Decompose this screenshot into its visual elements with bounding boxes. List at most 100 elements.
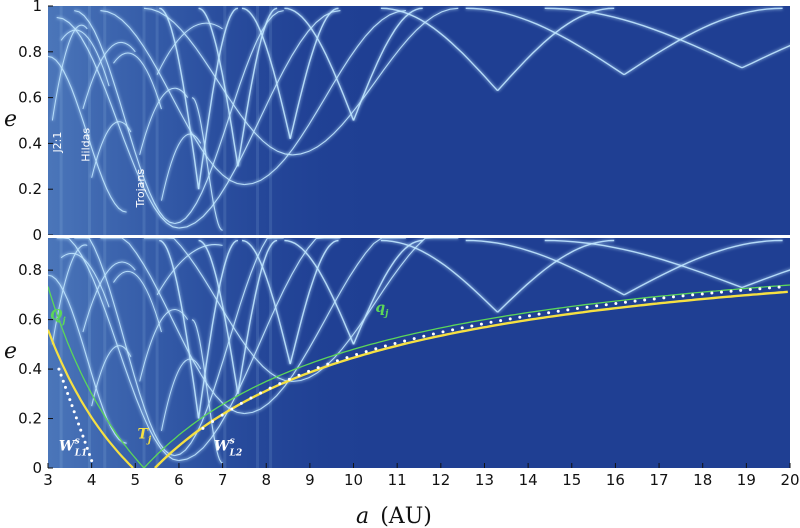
ws-l2-dot-29	[479, 322, 483, 326]
bottom-swirl-ridge-3	[139, 309, 189, 382]
ws-l2-dot-21	[403, 339, 407, 343]
ws-l2-dot-33	[518, 315, 522, 319]
bottom-resonance-band-4	[155, 238, 159, 468]
ws-l2-dot-26	[451, 328, 455, 332]
ws-l2-dot-17	[364, 350, 368, 354]
green-curve-qj	[143, 284, 790, 468]
bottom-panel-ylabel: e	[4, 339, 17, 364]
ws-l2-dot-35	[537, 312, 541, 316]
top-panel: 0 0.2 0.4 0.6 0.8 1 J2:1 Hildas Trojans e	[4, 0, 790, 244]
bottom-arch-ridge-2-right	[623, 239, 783, 296]
bottom-v-ridge-9	[191, 319, 223, 464]
ws-l2-dot-12	[316, 366, 320, 370]
ws-l2-dot-56	[739, 288, 743, 292]
ws-l2-dot-59	[767, 286, 771, 290]
ws-l2-dot-34	[527, 314, 531, 318]
curve-label-2: Tj	[137, 426, 151, 445]
ws-l2-dot-44	[623, 300, 627, 304]
bottom-panel-y-ticks: 0 0.2 0.4 0.6 0.8	[18, 261, 53, 477]
top-panel-resonance-ridges	[48, 6, 790, 235]
ws-l2-dot-2	[220, 413, 224, 417]
ws-l2-dot-27	[460, 326, 464, 330]
top-panel-annotations: J2:1 Hildas Trojans	[51, 128, 147, 209]
top-arch-ridge-5-right	[237, 7, 278, 167]
bottom-resonance-band-5	[223, 238, 227, 468]
annotation-1: Hildas	[79, 128, 92, 162]
bottom-v-ridge-1	[178, 238, 341, 462]
bottom-arch-ridge-3-left	[544, 239, 743, 289]
top-arch-ridge-2-right	[623, 7, 783, 76]
bottom-panel: 0 0.2 0.4 0.6 0.8 3 4 5 6 7 8 9 10 11 12 13 14 15 16 17 18 1…	[4, 238, 800, 528]
top-v-ridge-7	[292, 7, 459, 156]
xtick-label-8: 11	[388, 471, 407, 489]
bottom-arch-ridge-6-left	[159, 239, 200, 419]
bottom-arch-ridge-0-left	[284, 239, 355, 345]
top-panel-y-ticks: 0 0.2 0.4 0.6 0.8 1	[18, 0, 53, 244]
top-swirl-ridge-1	[82, 41, 136, 110]
ws-l2-dot-22	[412, 337, 416, 341]
bottom-arch-ridge-4-left	[241, 239, 291, 365]
xtick-label-1: 4	[87, 471, 97, 489]
xtick-label-9: 12	[431, 471, 450, 489]
ws-l2-dot-13	[326, 362, 330, 366]
xtick-label-13: 16	[606, 471, 625, 489]
bottom-swirl-ridge-6	[91, 345, 132, 407]
bottom-v-ridge-4	[100, 238, 245, 415]
bottom-ytick-label-0: 0	[32, 459, 42, 477]
top-ytick-label-1: 0.2	[18, 180, 42, 198]
ws-l1-dot-4	[66, 391, 70, 395]
top-panel-ylabel: e	[4, 107, 17, 132]
annotation-0: J2:1	[51, 132, 64, 154]
ws-l2-dot-39	[575, 307, 579, 311]
bottom-swirl-ridge-5	[51, 244, 88, 345]
top-arch-ridge-0-left	[284, 7, 355, 121]
ws-l2-dot-15	[345, 356, 349, 360]
bottom-arch-ridge-1-left	[380, 239, 499, 313]
ws-l2-dot-4	[239, 401, 243, 405]
top-resonance-band-6	[256, 6, 260, 235]
top-resonance-band-4	[155, 6, 159, 235]
top-ytick-label-3: 0.6	[18, 89, 42, 107]
xtick-label-4: 7	[218, 471, 228, 489]
bottom-ytick-label-4: 0.8	[18, 261, 42, 279]
bottom-ytick-label-2: 0.4	[18, 360, 42, 378]
ws-l1-dot-3	[63, 385, 67, 389]
bottom-arch-ridge-2-left	[465, 239, 625, 296]
xtick-label-12: 15	[562, 471, 581, 489]
ws-l2-dot-57	[748, 288, 752, 292]
panel-separator	[48, 235, 790, 238]
ws-l1-dot-10	[79, 428, 83, 432]
xtick-label-11: 14	[519, 471, 538, 489]
top-swirl-ridge-7	[156, 22, 223, 75]
xtick-label-7: 10	[344, 471, 363, 489]
bottom-v-ridge-3	[174, 238, 284, 457]
top-swirl-ridge-4	[160, 133, 202, 201]
top-resonance-band-5	[223, 6, 227, 235]
top-resonance-band-3	[142, 6, 146, 235]
top-resonance-band-2	[103, 6, 107, 235]
xtick-label-6: 9	[305, 471, 315, 489]
top-v-ridge-2	[74, 10, 175, 225]
ws-l2-dot-43	[614, 301, 618, 305]
ws-l2-dot-9	[287, 377, 291, 381]
x-axis-ticks: 3 4 5 6 7 8 9 10 11 12 13 14 15 16 17 18 19 20	[43, 463, 800, 489]
bottom-v-ridge-7	[292, 238, 459, 382]
top-swirl-ridge-0	[60, 29, 110, 87]
xtick-label-16: 19	[737, 471, 756, 489]
top-panel-haze	[48, 6, 790, 235]
ws-l1-dot-11	[81, 434, 85, 438]
ws-l1-dot-7	[72, 410, 76, 414]
ws-l2-dot-8	[278, 382, 282, 386]
ws-l2-dot-49	[671, 295, 675, 299]
top-v-ridge-9	[191, 97, 223, 231]
bottom-resonance-band-7	[269, 238, 273, 468]
bottom-arch-ridge-5-right	[237, 239, 278, 394]
ws-l2-dot-54	[719, 290, 723, 294]
ws-l1-dot-0	[57, 367, 61, 371]
bottom-resonance-band-1	[87, 238, 91, 468]
bottom-panel-curves	[48, 284, 790, 468]
xtick-label-14: 17	[650, 471, 669, 489]
x-axis-label-symbol: a	[356, 504, 369, 528]
x-axis-label-unit: (AU)	[380, 504, 432, 528]
